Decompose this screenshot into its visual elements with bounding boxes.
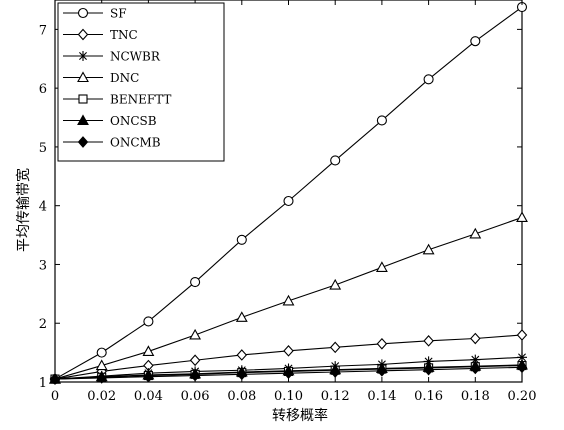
x-tick-label: 0.16 bbox=[414, 389, 443, 404]
legend-label: NCWBR bbox=[110, 50, 161, 64]
legend-item-dnc: DNC bbox=[63, 71, 139, 85]
data-point-dnc bbox=[282, 294, 295, 306]
legend-marker-dnc bbox=[77, 71, 89, 83]
legend-marker-ncwbr bbox=[78, 51, 88, 61]
legend-item-ncwbr: NCWBR bbox=[63, 50, 161, 64]
data-point-dnc bbox=[375, 261, 388, 272]
legend-item-oncsb: ONCSB bbox=[63, 114, 157, 128]
y-axis-title: 平均传输带宽 bbox=[15, 168, 32, 252]
x-tick-label: 0.10 bbox=[274, 389, 303, 404]
data-point-sf bbox=[330, 155, 341, 166]
x-axis-ticks: 0 0.02 0.04 0.06 0.08 0.10 0.12 0.14 0.16 0.18 0.2… bbox=[51, 0, 537, 404]
data-point-dnc bbox=[189, 328, 202, 340]
legend-marker-oncsb bbox=[77, 114, 89, 126]
data-point-sf bbox=[470, 36, 481, 47]
legend-label: TNC bbox=[110, 28, 138, 42]
data-point-tnc bbox=[283, 345, 294, 357]
legend-label: ONCSB bbox=[110, 114, 157, 128]
legend-label: DNC bbox=[110, 71, 139, 85]
legend-marker-tnc bbox=[77, 28, 89, 41]
data-point-dnc bbox=[235, 311, 248, 322]
legend-item-tnc: TNC bbox=[63, 28, 138, 42]
series-markers bbox=[49, 2, 528, 385]
data-point-oncmb bbox=[516, 361, 528, 374]
legend-item-beneftt: BENEFTT bbox=[63, 93, 171, 107]
data-point-ncwbr bbox=[517, 352, 527, 363]
data-point-tnc bbox=[329, 341, 341, 354]
y-tick-label: 3 bbox=[39, 258, 47, 273]
x-tick-label: 0.20 bbox=[508, 389, 537, 404]
y-tick-label: 1 bbox=[39, 376, 47, 391]
legend-item-oncmb: ONCMB bbox=[63, 136, 161, 150]
data-point-ncwbr bbox=[470, 354, 481, 365]
x-tick-label: 0.04 bbox=[134, 389, 163, 404]
data-point-tnc bbox=[376, 337, 388, 350]
data-point-dnc bbox=[142, 345, 155, 356]
data-point-sf bbox=[143, 316, 154, 327]
data-point-oncmb bbox=[423, 363, 434, 376]
data-point-dnc bbox=[422, 243, 435, 255]
legend-item-sf: SF bbox=[63, 7, 127, 21]
data-point-tnc bbox=[423, 335, 434, 347]
x-tick-label: 0 bbox=[51, 389, 59, 404]
legend-label: ONCMB bbox=[110, 136, 161, 150]
legend-label: SF bbox=[110, 7, 127, 21]
data-point-tnc bbox=[516, 329, 528, 341]
data-point-tnc bbox=[236, 349, 248, 361]
x-tick-label: 0.12 bbox=[321, 389, 350, 404]
x-tick-label: 0.14 bbox=[367, 389, 396, 404]
y-tick-label: 5 bbox=[39, 141, 47, 156]
legend-marker-beneftt bbox=[78, 94, 88, 104]
data-point-tnc bbox=[470, 332, 481, 345]
data-point-oncmb bbox=[376, 365, 388, 377]
y-tick-label: 2 bbox=[39, 317, 47, 332]
x-tick-label: 0.08 bbox=[227, 389, 256, 404]
legend: SF TNC NCWBR DNC BENEFTT ONCSB ONCMB bbox=[57, 2, 225, 162]
data-point-sf bbox=[190, 277, 201, 288]
x-tick-label: 0.06 bbox=[181, 389, 210, 404]
y-tick-label: 7 bbox=[39, 23, 47, 38]
data-point-sf bbox=[376, 115, 387, 126]
y-tick-label: 4 bbox=[39, 200, 47, 215]
data-point-dnc bbox=[95, 359, 108, 371]
x-axis-title: 转移概率 bbox=[272, 407, 328, 424]
y-axis-ticks: 1 2 3 4 5 6 7 bbox=[39, 23, 522, 391]
data-point-dnc bbox=[469, 227, 482, 239]
data-point-tnc bbox=[189, 354, 201, 367]
data-point-sf bbox=[283, 195, 294, 207]
y-tick-label: 6 bbox=[39, 82, 47, 97]
legend-label: BENEFTT bbox=[110, 93, 171, 107]
data-point-sf bbox=[96, 347, 107, 358]
data-point-sf bbox=[423, 74, 434, 85]
legend-marker-oncmb bbox=[77, 136, 89, 148]
data-point-dnc bbox=[329, 278, 342, 290]
data-point-dnc bbox=[516, 211, 528, 222]
legend-marker-sf bbox=[77, 7, 89, 19]
data-point-oncmb bbox=[470, 362, 481, 375]
x-tick-label: 0.18 bbox=[461, 389, 490, 404]
data-point-sf bbox=[236, 234, 247, 245]
x-tick-label: 0.02 bbox=[87, 389, 116, 404]
